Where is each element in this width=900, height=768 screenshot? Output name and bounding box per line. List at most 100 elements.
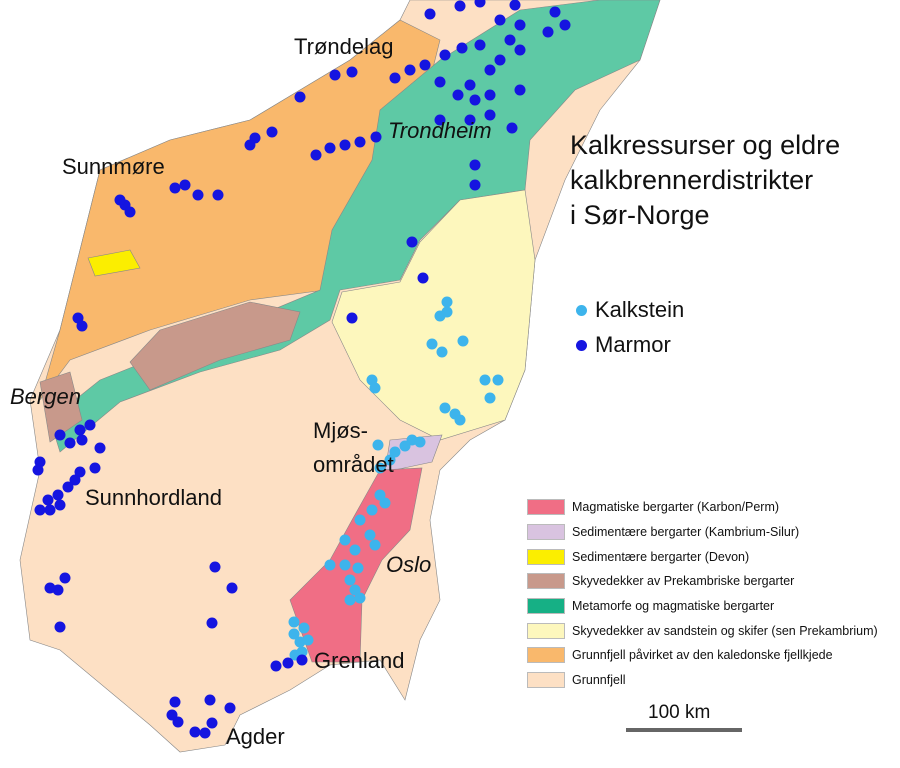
marmor-point [94,442,106,454]
marmor-point [346,312,358,324]
legend-item: Magmatiske bergarter (Karbon/Perm) [527,495,878,520]
legend-label: Grunnfjell [572,673,626,688]
marmor-point [44,504,56,516]
legend-item: Sedimentære bergarter (Devon) [527,544,878,569]
label-sunnhordland: Sunnhordland [85,485,223,510]
marmor-point [32,464,44,476]
kalkstein-point [436,346,448,358]
marmor-point [44,582,56,594]
kalkstein-point [374,462,386,474]
legend-item: Grunnfjell [527,668,878,693]
marmor-point [484,89,496,101]
marmor-point [439,49,451,61]
marmor-point [76,320,88,332]
marmor-point [354,136,366,148]
legend-item: Metamorfe og magmatiske bergarter [527,594,878,619]
marmor-point [452,89,464,101]
point-legend-marmor: Marmor [576,332,671,358]
point-legend-kalkstein: Kalkstein [576,297,684,323]
kalkstein-point [344,574,356,586]
legend-swatch [527,672,565,689]
kalkstein-point [369,382,381,394]
marmor-point [179,179,191,191]
kalkstein-dot-icon [576,304,587,316]
kalkstein-point [441,296,453,308]
kalkstein-point [288,616,300,628]
kalkstein-point [374,489,386,501]
legend-item: Skyvedekker av sandstein og skifer (sen … [527,618,878,643]
kalkstein-point [302,634,314,646]
marmor-point [310,149,322,161]
kalkstein-point [457,335,469,347]
marmor-point [434,76,446,88]
marmor-point [424,8,436,20]
legend-swatch [527,647,565,664]
marmor-point [54,429,66,441]
label-mjos-1: Mjøs- [313,418,368,443]
marmor-point [189,726,201,738]
title-line: Kalkressurser og eldre [570,130,841,160]
marmor-point [294,91,306,103]
title-line: kalkbrennerdistrikter [570,165,814,195]
kalkstein-point [492,374,504,386]
legend-label: Grunnfjell påvirket av den kaledonske fj… [572,648,833,663]
kalkstein-point [349,544,361,556]
marmor-point [346,66,358,78]
region-devon [87,249,141,277]
kalkstein-point [366,504,378,516]
marmor-point [329,69,341,81]
rock-legend: Magmatiske bergarter (Karbon/Perm) Sedime… [527,495,878,693]
kalkstein-point [364,529,376,541]
marmor-point [514,19,526,31]
marmor-point [192,189,204,201]
kalkstein-point [426,338,438,350]
legend-swatch [527,573,565,590]
kalkstein-point [288,628,300,640]
kalkstein-point [479,374,491,386]
marmor-point [324,142,336,154]
marmor-point [456,42,468,54]
legend-swatch [527,524,565,541]
marmor-point [484,109,496,121]
marmor-point [469,94,481,106]
marmor-point [506,122,518,134]
legend-swatch [527,598,565,615]
marmor-point [509,0,521,11]
marmor-point [209,561,221,573]
marmor-point [89,462,101,474]
marmor-point [266,126,278,138]
label-trondelag: Trøndelag [294,34,394,59]
scale-bar [626,728,742,732]
marmor-point [64,437,76,449]
legend-label: Skyvedekker av Prekambriske bergarter [572,574,795,589]
scale-label: 100 km [648,702,711,723]
label-sunnmore: Sunnmøre [62,154,165,179]
kalkstein-point [379,497,391,509]
label-agder: Agder [226,724,285,749]
marmor-point [514,84,526,96]
marmor-point [206,617,218,629]
marmor-point [69,474,81,486]
kalkstein-point [434,310,446,322]
marmor-dot-icon [576,339,587,351]
marmor-point [169,696,181,708]
legend-item: Skyvedekker av Prekambriske bergarter [527,569,878,594]
marmor-point [270,660,282,672]
region-skyvedekker-prekambrisk [129,301,301,391]
marmor-point [224,702,236,714]
marmor-point [226,582,238,594]
marmor-point [454,0,466,12]
marmor-point [474,39,486,51]
marmor-point [504,34,516,46]
label-grenland: Grenland [314,648,405,673]
marmor-point [494,54,506,66]
title-line: i Sør-Norge [570,200,710,230]
marmor-point [474,0,486,8]
kalkstein-point [339,559,351,571]
legend-label: Magmatiske bergarter (Karbon/Perm) [572,500,780,515]
kalkstein-point [372,439,384,451]
marmor-point [419,59,431,71]
marmor-point [559,19,571,31]
legend-label: Metamorfe og magmatiske bergarter [572,599,775,614]
